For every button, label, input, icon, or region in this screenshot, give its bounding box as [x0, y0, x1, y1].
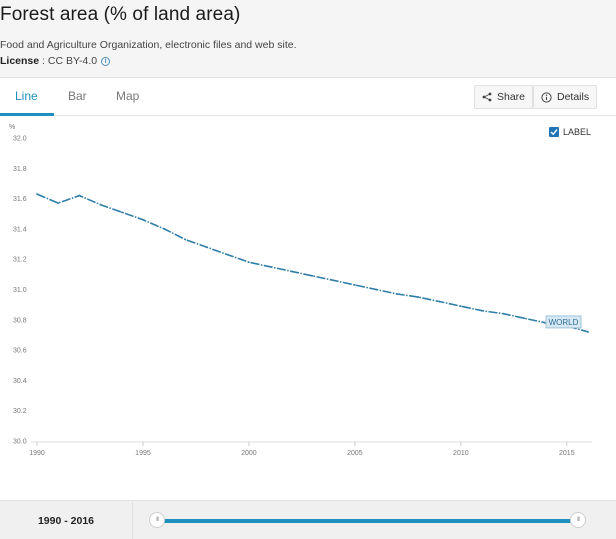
data-point — [311, 274, 314, 277]
checkmark-icon — [550, 129, 558, 136]
info-circle-icon — [541, 91, 552, 103]
range-end-handle[interactable]: III — [570, 512, 586, 528]
share-icon — [482, 92, 492, 102]
y-tick-label: 31.6 — [13, 196, 27, 203]
y-tick-label: 30.6 — [13, 348, 27, 355]
data-point — [248, 261, 250, 264]
line-chart: % 30.0 30.2 30.4 30.6 30.8 31.0 31.2 31.4 31.6 31.… — [9, 124, 592, 457]
tab-bar: Line Bar Map Share Details — [0, 78, 616, 116]
data-point — [481, 309, 483, 312]
y-tick-label: 32.0 — [13, 136, 27, 143]
data-point — [57, 202, 60, 205]
license-value: : CC BY-4.0 — [39, 55, 98, 67]
series-line-world — [36, 193, 589, 333]
tab-map[interactable]: Map — [116, 89, 140, 103]
license-line: License : CC BY-4.0 i — [0, 55, 111, 67]
data-point — [142, 218, 144, 221]
info-icon[interactable]: i — [101, 57, 111, 66]
y-tick-label: 30.8 — [13, 317, 27, 324]
series-label-box — [545, 315, 582, 329]
data-point — [587, 331, 589, 333]
time-range-bar: 1990 - 2016 III III — [0, 500, 616, 539]
active-tab-indicator — [0, 113, 54, 116]
x-tick-label: 1995 — [135, 450, 151, 457]
range-label: 1990 - 2016 — [0, 501, 133, 539]
x-tick-label: 1990 — [29, 450, 45, 457]
range-slider-track[interactable] — [157, 519, 578, 523]
tab-line[interactable]: Line — [15, 89, 38, 103]
label-toggle[interactable]: LABEL — [549, 127, 591, 137]
data-point — [438, 300, 441, 303]
source-text: Food and Agriculture Organization, elect… — [0, 39, 297, 51]
data-point — [290, 270, 293, 273]
label-toggle-text: LABEL — [563, 127, 592, 137]
data-point — [353, 284, 356, 286]
y-tick-label: 30.2 — [13, 408, 27, 415]
data-point — [226, 253, 229, 256]
data-point — [375, 288, 377, 291]
data-point — [502, 312, 505, 315]
data-point — [120, 211, 123, 214]
y-tick-label: 30.0 — [13, 439, 27, 446]
x-tick-label: 2000 — [241, 450, 257, 457]
data-point — [205, 246, 208, 248]
details-label: Details — [557, 91, 590, 103]
y-axis-unit-label: % — [9, 124, 15, 131]
data-point — [163, 228, 166, 230]
data-point — [269, 265, 272, 268]
tab-bar-chart[interactable]: Bar — [68, 89, 87, 103]
series-label-world: WORLD — [549, 318, 579, 327]
data-point — [99, 203, 102, 206]
x-tick-label: 2010 — [453, 450, 469, 457]
share-button[interactable]: Share — [474, 85, 534, 109]
label-checkbox[interactable] — [549, 127, 559, 137]
range-start-handle[interactable]: III — [149, 512, 165, 528]
data-point — [36, 193, 38, 195]
license-key: License — [0, 55, 40, 67]
y-tick-label: 31.4 — [13, 226, 27, 233]
x-tick-label: 2015 — [559, 450, 575, 457]
data-point — [417, 296, 420, 298]
data-point — [332, 279, 335, 282]
data-point — [396, 293, 399, 295]
data-point — [184, 238, 187, 241]
data-point — [523, 317, 526, 320]
page-title: Forest area (% of land area) — [0, 4, 241, 25]
data-point — [459, 305, 462, 308]
y-tick-label: 31.2 — [13, 257, 27, 264]
details-button[interactable]: Details — [533, 85, 598, 109]
chart-card: Line Bar Map Share Details LABEL — [0, 77, 616, 500]
y-tick-label: 31.8 — [13, 166, 27, 173]
data-point — [78, 194, 81, 197]
share-label: Share — [497, 91, 526, 103]
y-tick-label: 31.0 — [13, 287, 27, 294]
x-tick-label: 2005 — [347, 450, 363, 457]
y-tick-label: 30.4 — [13, 378, 27, 385]
